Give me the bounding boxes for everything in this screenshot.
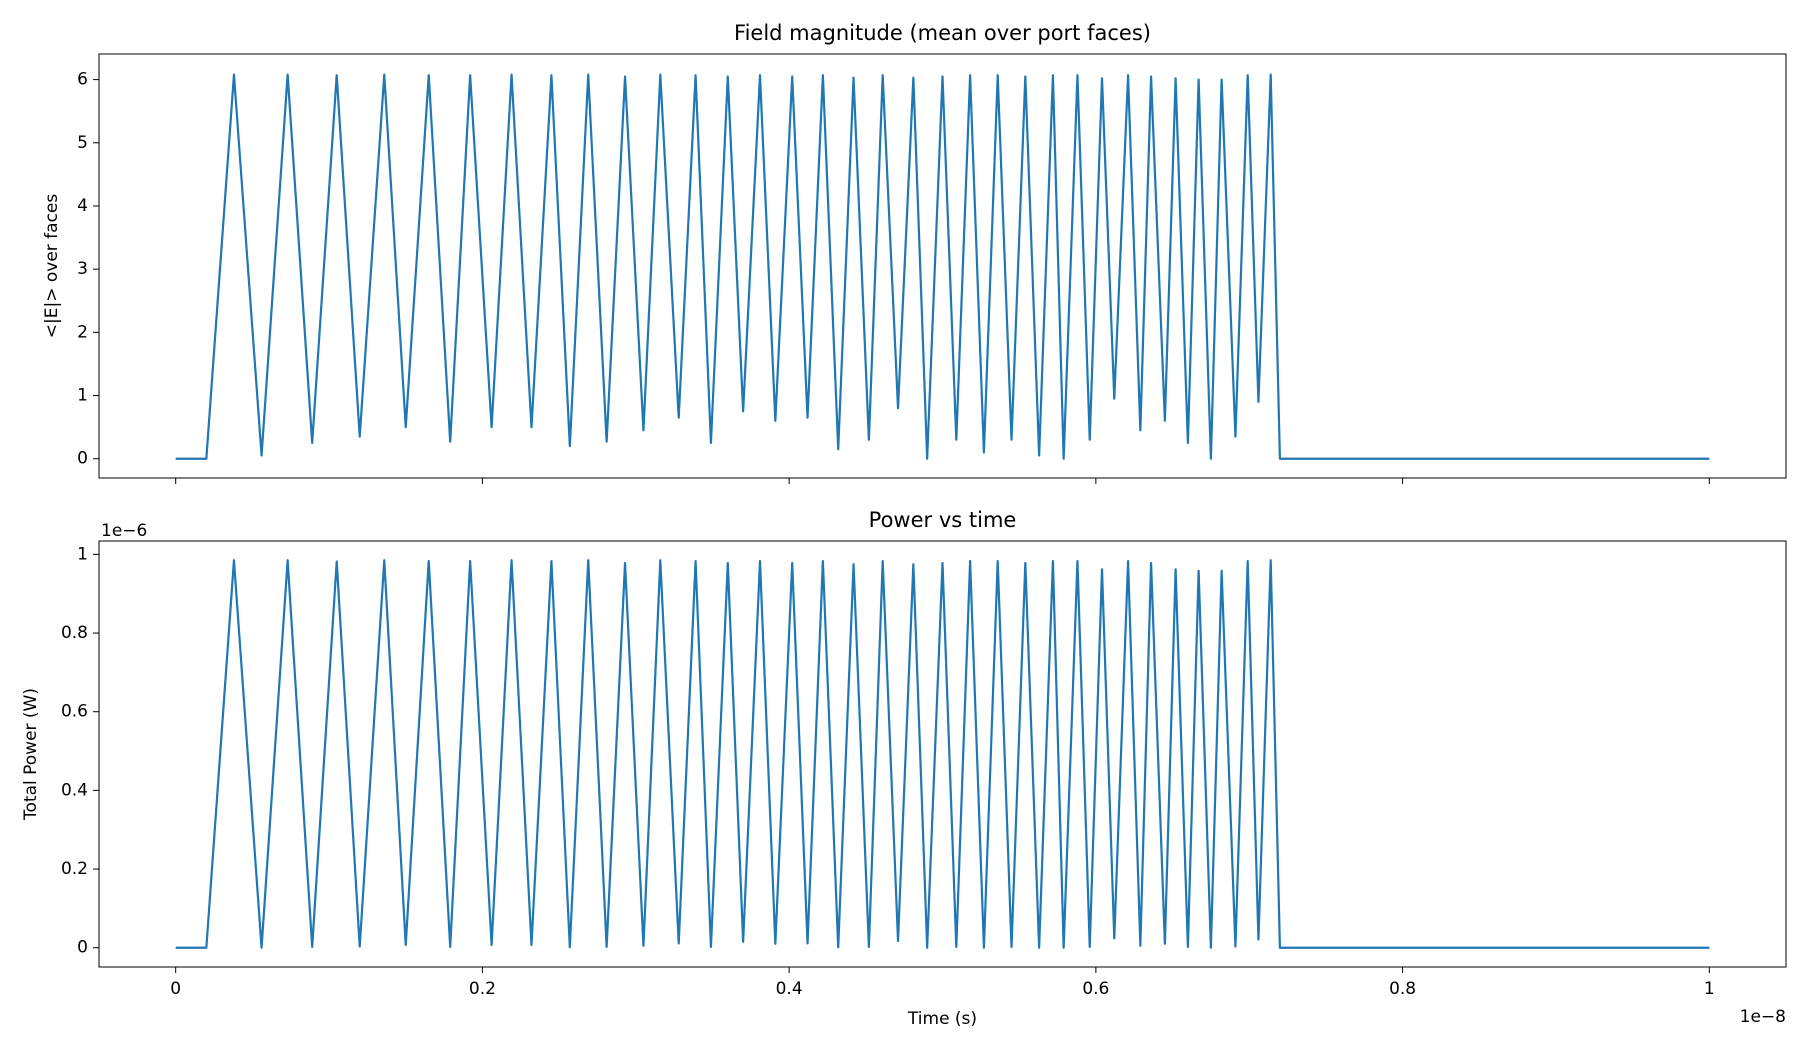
axes-frame <box>98 53 1787 479</box>
x-tick-label: 0.2 <box>469 979 496 999</box>
x-tick-label: 0.4 <box>776 979 803 999</box>
chart-title: Field magnitude (mean over port faces) <box>734 21 1151 45</box>
axes-frame <box>98 540 1787 968</box>
chart-title: Power vs time <box>869 508 1017 532</box>
x-tick-label: 0.6 <box>1082 979 1109 999</box>
line-series <box>175 559 1710 949</box>
line-series <box>175 73 1710 460</box>
x-axis-label: Time (s) <box>907 1009 977 1029</box>
y-tick-label: 5 <box>77 133 88 153</box>
y-axis-label: Total Power (W) <box>21 688 41 821</box>
y-offset-label: 1e−6 <box>101 521 147 541</box>
y-tick-label: 1 <box>77 544 88 564</box>
y-tick-label: 4 <box>77 196 88 216</box>
x-tick-label: 1 <box>1704 979 1715 999</box>
y-tick-label: 0 <box>77 938 88 958</box>
y-tick-label: 1 <box>77 386 88 406</box>
y-tick-label: 0.2 <box>61 859 88 879</box>
y-tick-label: 0.8 <box>61 623 88 643</box>
y-axis-label: <|E|> over faces <box>42 194 62 339</box>
y-tick-label: 0 <box>77 449 88 469</box>
x-tick-label: 0 <box>170 979 181 999</box>
y-tick-label: 2 <box>77 322 88 342</box>
y-tick-label: 3 <box>77 259 88 279</box>
y-tick-label: 0.6 <box>61 702 88 722</box>
y-tick-label: 0.4 <box>61 780 88 800</box>
x-offset-label: 1e−8 <box>1740 1007 1786 1027</box>
x-tick-label: 0.8 <box>1389 979 1416 999</box>
y-tick-label: 6 <box>77 70 88 90</box>
